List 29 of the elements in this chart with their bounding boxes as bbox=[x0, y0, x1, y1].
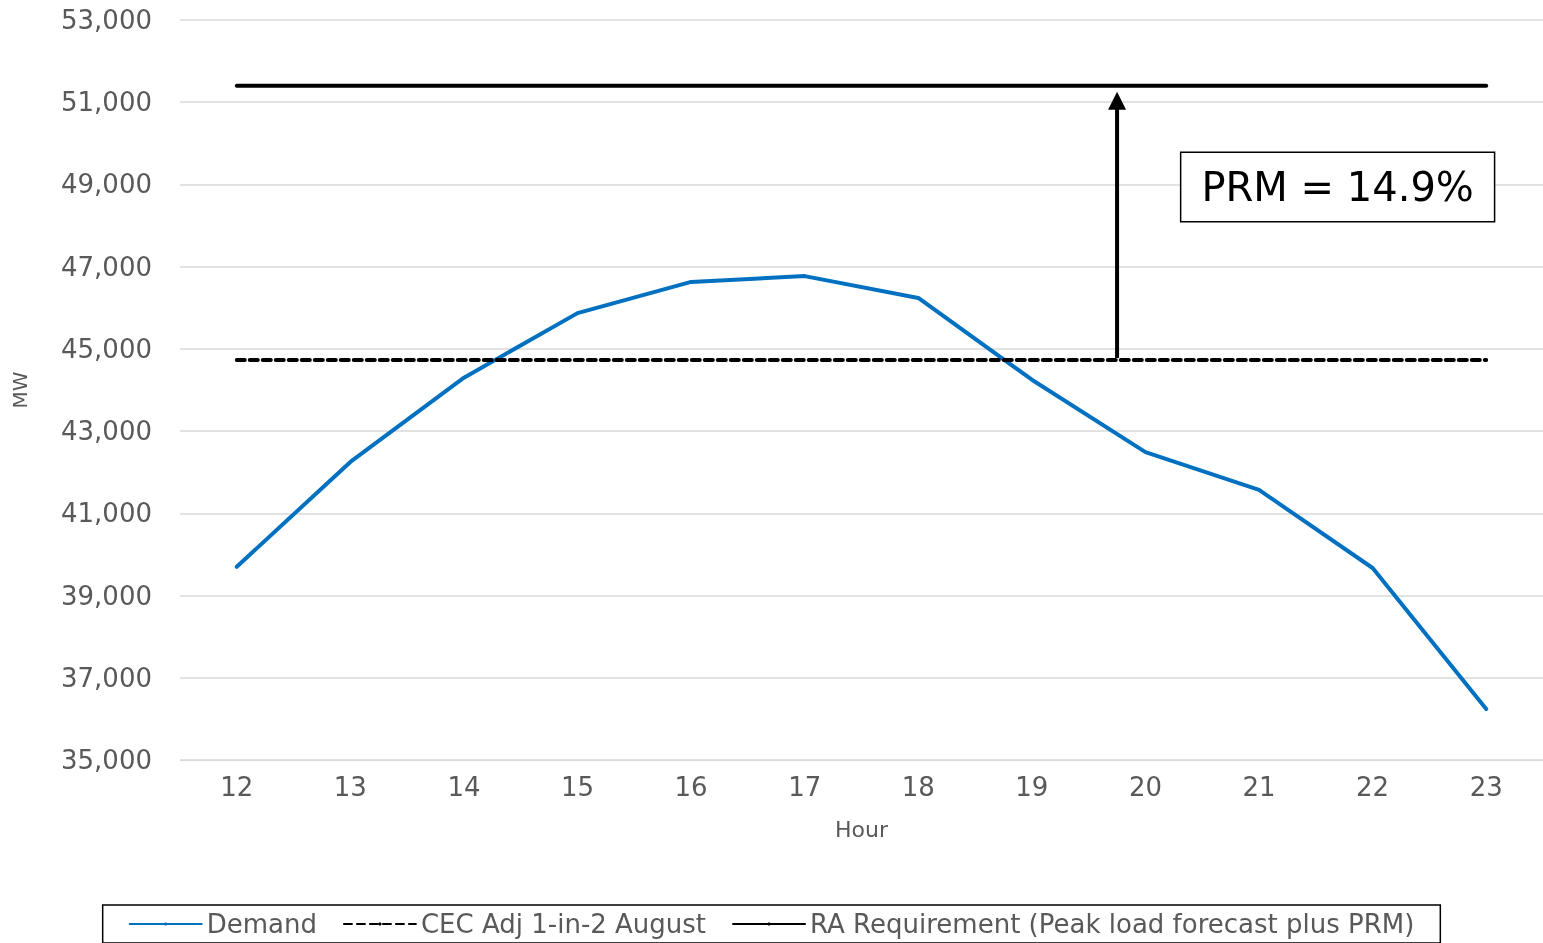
y-tick-label: 41,000 bbox=[61, 498, 152, 529]
x-tick-label: 14 bbox=[447, 772, 481, 802]
x-tick-label: 15 bbox=[560, 772, 595, 802]
x-tick-label: 19 bbox=[1015, 772, 1049, 802]
x-tick-label: 21 bbox=[1242, 772, 1276, 802]
y-tick-label: 51,000 bbox=[61, 87, 152, 118]
y-tick-label: 39,000 bbox=[61, 580, 152, 611]
annotation: PRM = 14.9% bbox=[1201, 164, 1474, 210]
y-tick-label: 37,000 bbox=[61, 662, 152, 693]
x-tick-label: 22 bbox=[1356, 772, 1390, 802]
y-tick-label: 35,000 bbox=[61, 745, 152, 775]
x-tick-label: 16 bbox=[674, 772, 708, 802]
x-tick-label: 18 bbox=[901, 772, 935, 802]
x-tick-label: 13 bbox=[333, 772, 367, 802]
y-tick-label: 49,000 bbox=[61, 169, 152, 200]
y-tick-label: 43,000 bbox=[61, 416, 152, 447]
x-axis-title: Hour bbox=[835, 816, 889, 842]
line-series bbox=[234, 274, 1489, 712]
y-tick-label: 47,000 bbox=[61, 251, 152, 282]
y-tick-label: 45,000 bbox=[61, 333, 152, 364]
x-tick-label: 17 bbox=[788, 772, 822, 802]
legend-label: RA Requirement (Peak load forecast plus PRM) bbox=[810, 909, 1415, 939]
x-tick-label: 23 bbox=[1469, 772, 1503, 802]
legend-label: CEC Adj 1-in-2 August bbox=[420, 909, 707, 939]
legend-label: Demand bbox=[206, 909, 317, 939]
x-tick-label: 12 bbox=[220, 772, 254, 802]
y-axis-title: MW bbox=[8, 371, 32, 409]
x-tick-label: 20 bbox=[1128, 772, 1163, 802]
y-tick-label: 53,000 bbox=[61, 5, 152, 35]
